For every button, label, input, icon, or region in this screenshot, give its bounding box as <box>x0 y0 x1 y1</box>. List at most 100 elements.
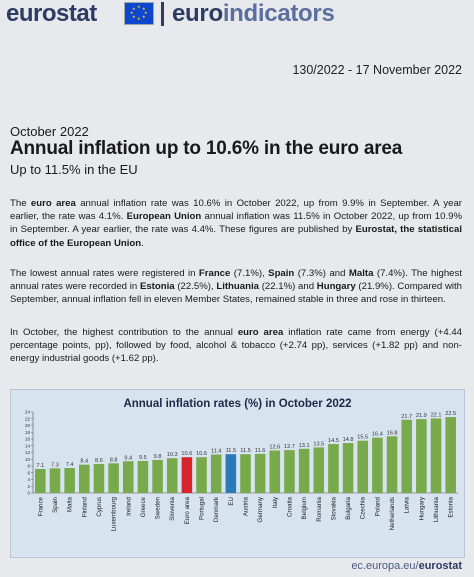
bar <box>445 417 456 493</box>
reference-period: October 2022 <box>10 124 89 139</box>
paragraph-text: In October, the highest contribution to … <box>10 327 238 338</box>
bar <box>313 447 325 493</box>
page-subtitle: Up to 11.5% in the EU <box>10 162 138 177</box>
bar <box>416 419 427 493</box>
bar-value-label: 16.4 <box>372 432 383 438</box>
category-label: Estonia <box>448 496 455 517</box>
footer-url[interactable]: ec.europa.eu/eurostat <box>351 560 462 572</box>
category-label: Bulgaria <box>345 496 352 519</box>
bar <box>93 463 105 493</box>
bar <box>357 440 369 493</box>
bar <box>254 453 266 493</box>
category-label: Hungary <box>418 496 425 520</box>
bar <box>430 418 442 493</box>
category-label: Portugal <box>199 497 206 520</box>
y-tick-label: 10 <box>25 457 31 462</box>
y-tick-label: 8 <box>27 464 30 469</box>
bar-value-label: 15.5 <box>357 435 368 441</box>
bar-value-label: 12.7 <box>284 444 295 450</box>
emphasis-text: Malta <box>348 268 374 279</box>
chart-svg: 0246810121416182022247.1France7.3Spain7.… <box>25 410 458 531</box>
euroindicators-logo-part-b: indicators <box>222 0 335 27</box>
paragraph-text: (22.1%) and <box>258 281 317 293</box>
header: eurostat ★ ★ ★ ★ ★ ★ ★ ★ euroindicators <box>0 0 474 34</box>
bar-value-label: 21.7 <box>401 414 412 420</box>
emphasis-text: Estonia <box>139 281 175 293</box>
emphasis-text: euro area <box>30 198 76 209</box>
category-label: Spain <box>52 496 59 512</box>
paragraph-text: annual inflation was 11.5% in October 20… <box>10 211 462 236</box>
category-label: Greece <box>140 496 147 517</box>
paragraph-text: annual inflation rate was 10.6% in Octob… <box>10 198 462 223</box>
header-divider <box>161 2 164 26</box>
paragraph-text: (7.3%) and <box>294 268 349 279</box>
bar-value-label: 11.5 <box>240 448 250 454</box>
bar-value-label: 8.6 <box>95 458 103 464</box>
y-tick-label: 18 <box>25 430 31 435</box>
footer-url-domain: ec.europa.eu/ <box>351 560 419 572</box>
paragraph-1: The euro area annual inflation rate was … <box>10 197 462 250</box>
paragraph-text: The <box>10 198 31 209</box>
y-tick-label: 22 <box>25 416 31 421</box>
bar <box>181 457 193 493</box>
bar <box>342 443 354 493</box>
bar <box>210 454 222 493</box>
bar-value-label: 10.3 <box>167 452 178 458</box>
bar <box>64 468 75 493</box>
bar <box>79 464 90 493</box>
category-label: Denmark <box>213 496 220 522</box>
bar-value-label: 12.6 <box>269 444 280 450</box>
y-tick-label: 0 <box>27 491 30 496</box>
bar-value-label: 11.6 <box>255 448 265 454</box>
y-tick-label: 2 <box>27 484 30 489</box>
bar-value-label: 21.9 <box>416 413 427 419</box>
bar-value-label: 14.8 <box>343 437 354 443</box>
bar-value-label: 11.5 <box>226 448 236 454</box>
inflation-chart: Annual inflation rates (%) in October 20… <box>10 389 465 558</box>
page-title: Annual inflation up to 10.6% in the euro… <box>10 138 403 159</box>
bar-value-label: 9.8 <box>154 454 162 460</box>
bar-value-label: 11.4 <box>211 449 221 455</box>
paragraph-text: (7.4%). The highest annual rates were re… <box>10 268 462 293</box>
category-label: Slovakia <box>330 496 337 520</box>
chart-title: Annual inflation rates (%) in October 20… <box>123 398 352 410</box>
category-label: France <box>37 496 44 516</box>
bar-value-label: 22.1 <box>431 412 442 418</box>
euroindicators-logo[interactable]: euroindicators <box>172 0 335 28</box>
bar <box>386 436 398 493</box>
bar-value-label: 10.6 <box>196 451 207 457</box>
bar <box>166 458 178 493</box>
eu-flag-icon: ★ ★ ★ ★ ★ ★ ★ ★ <box>124 2 154 25</box>
bar <box>122 461 134 493</box>
release-number-date: 130/2022 - 17 November 2022 <box>292 63 462 77</box>
category-label: Poland <box>374 496 381 516</box>
paragraph-text: (7.1%), <box>230 268 269 279</box>
bar <box>49 468 61 493</box>
paragraph-text: inflation rate came from energy (+4.44 p… <box>10 327 463 365</box>
paragraph-text: . <box>141 237 144 249</box>
bar <box>240 454 251 493</box>
bar <box>401 419 412 493</box>
bar-value-label: 22.5 <box>445 411 456 417</box>
emphasis-text: European Union <box>126 211 202 223</box>
y-tick-label: 6 <box>27 470 30 475</box>
paragraph-3: In October, the highest contribution to … <box>10 326 462 366</box>
category-label: Czechia <box>360 496 367 519</box>
emphasis-text: Lithuania <box>216 281 259 293</box>
paragraph-text: The lowest annual rates were registered … <box>10 268 199 279</box>
eurostat-logo[interactable]: eurostat <box>6 0 97 27</box>
category-label: Finland <box>81 496 88 517</box>
bar-value-label: 9.5 <box>139 455 147 461</box>
paragraph-2: The lowest annual rates were registered … <box>10 267 462 307</box>
bar <box>196 457 207 493</box>
y-tick-label: 12 <box>25 450 31 455</box>
bar-value-label: 7.4 <box>66 462 74 468</box>
category-label: Austria <box>243 496 250 516</box>
category-label: Croatia <box>286 496 293 517</box>
paragraph-text: (21.9%). Compared with September, annual… <box>10 281 463 306</box>
euroindicators-logo-part-a: euro <box>172 0 223 27</box>
bar-value-label: 13.1 <box>299 443 310 449</box>
footer-url-brand: eurostat <box>418 560 462 572</box>
category-label: Romania <box>316 496 323 521</box>
bar-value-label: 7.1 <box>36 463 44 469</box>
